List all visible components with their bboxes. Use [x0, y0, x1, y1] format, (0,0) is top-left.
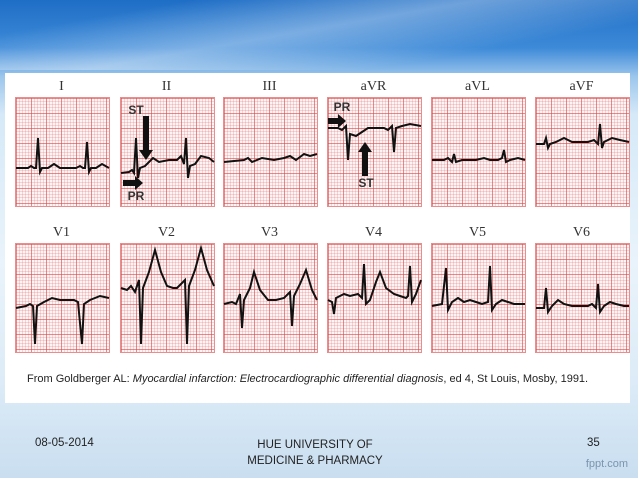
footer-university: HUE UNIVERSITY OF MEDICINE & PHARMACY	[230, 437, 400, 469]
ecg-figure: I II III aVR aVL aVF	[5, 73, 630, 403]
lead-avf	[535, 97, 630, 207]
lead-label-avl: aVL	[465, 79, 490, 94]
lead-label-ii: II	[161, 79, 172, 94]
lead-label-v1: V1	[52, 225, 71, 240]
lead-ii	[120, 97, 215, 207]
lead-label-v4: V4	[364, 225, 383, 240]
lead-label-avr: aVR	[360, 79, 387, 94]
annotation-st-lead-ii: ST	[128, 103, 144, 117]
lead-v3	[223, 243, 318, 353]
annotation-pr-lead-avr: PR	[333, 100, 351, 114]
citation-suffix: , ed 4, St Louis, Mosby, 1991.	[443, 373, 589, 385]
lead-v1	[15, 243, 110, 353]
lead-label-avf: aVF	[569, 79, 594, 94]
figure-citation: From Goldberger AL: Myocardial infarctio…	[27, 373, 588, 385]
lead-label-v6: V6	[572, 225, 591, 240]
lead-v6	[535, 243, 630, 353]
lead-v5	[431, 243, 526, 353]
lead-v2	[120, 243, 215, 353]
lead-v4	[327, 243, 422, 353]
brand-watermark: fppt.com	[585, 458, 628, 470]
lead-iii	[223, 97, 318, 207]
citation-title: Myocardial infarction: Electrocardiograp…	[132, 373, 444, 385]
footer-date: 08-05-2014	[35, 437, 94, 449]
lead-label-v5: V5	[468, 225, 487, 240]
annotation-pr-lead-ii: PR	[127, 189, 145, 203]
citation-prefix: From Goldberger AL:	[27, 373, 133, 385]
annotation-st-lead-avr: ST	[358, 176, 374, 190]
footer-page-number: 35	[587, 437, 600, 449]
lead-label-v2: V2	[157, 225, 176, 240]
lead-avl	[431, 97, 526, 207]
lead-label-v3: V3	[260, 225, 279, 240]
lead-avr	[327, 97, 422, 207]
footer-university-line1: HUE UNIVERSITY OF	[257, 439, 373, 451]
lead-i	[15, 97, 110, 207]
header-highlight	[0, 0, 638, 70]
lead-label-i: I	[59, 79, 64, 94]
footer-university-line2: MEDICINE & PHARMACY	[247, 455, 383, 467]
lead-label-iii: III	[262, 79, 277, 94]
